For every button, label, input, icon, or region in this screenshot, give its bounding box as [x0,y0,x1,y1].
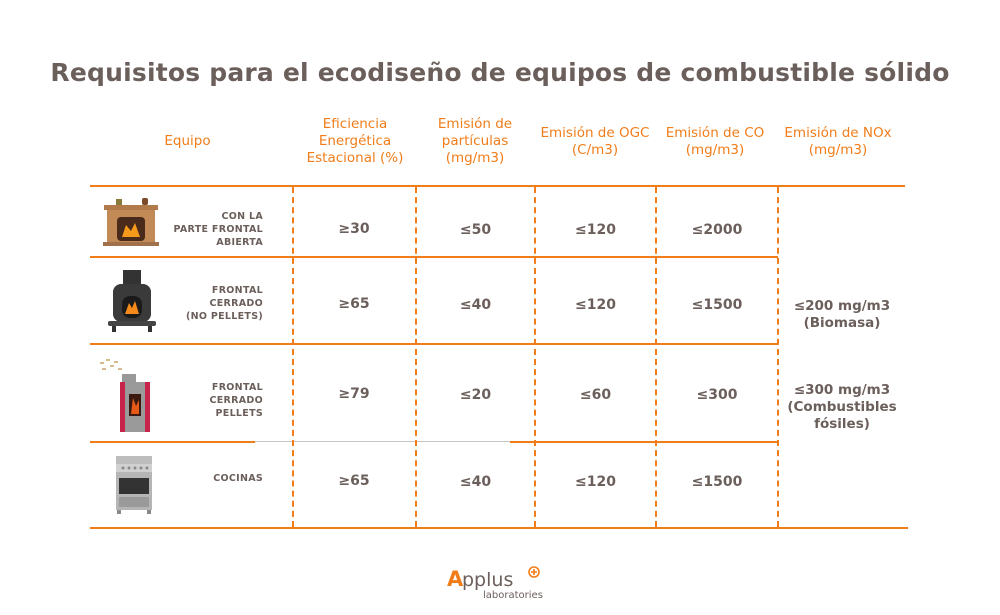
equipo-label: FRONTAL CERRADO PELLETS [160,381,263,420]
equipo-label: CON LA PARTE FRONTAL ABIERTA [160,210,263,249]
header-co-text: Emisión de CO (mg/m3) [665,125,765,158]
equipo-label: FRONTAL CERRADO (NO PELLETS) [160,284,263,323]
equipo-line: CON LA [221,211,263,222]
header-ogc: Emisión de OGC (C/m3) [530,125,660,159]
cell-eficiencia: ≥65 [338,296,370,312]
pellet-stove-icon [100,359,150,432]
header-particulas: Emisión de partículas (mg/m3) [425,116,525,167]
cell-ogc: ≤120 [575,222,616,238]
header-particulas-text: Emisión de partículas (mg/m3) [437,116,513,166]
cell-ogc: ≤120 [575,474,616,490]
fireplace-icon [103,198,159,246]
nox-fosiles-value: ≤300 mg/m3 [793,382,891,398]
cell-ogc: ≤60 [579,387,612,403]
applus-logo: A pplus laboratories [445,566,555,606]
equipo-line: PELLETS [215,408,263,419]
header-nox: Emisión de NOx (mg/m3) [778,125,898,159]
equipo-line: FRONTAL [211,285,263,296]
row-divider [90,256,778,258]
nox-fosiles-label: fósiles) [814,416,870,432]
equipo-line: COCINAS [213,473,263,484]
header-nox-text: Emisión de NOx (mg/m3) [784,125,892,158]
column-divider [415,187,417,527]
nox-fosiles: ≤300 mg/m3 (Combustibles fósiles) [777,382,907,433]
cell-eficiencia: ≥65 [338,473,370,489]
equipo-label: COCINAS [160,472,263,485]
nox-biomasa-value: ≤200 mg/m3 [793,298,891,314]
column-divider [292,187,294,527]
nox-biomasa-label: (Biomasa) [803,315,881,331]
row-divider [90,441,255,443]
equipo-line: PARTE FRONTAL [173,224,263,235]
cell-eficiencia: ≥30 [338,221,370,237]
column-divider [777,187,779,527]
equipo-line: (NO PELLETS) [186,311,263,322]
cell-co: ≤1500 [691,474,743,490]
row-divider [90,527,908,529]
header-equipo: Equipo [164,133,211,149]
cell-eficiencia: ≥79 [338,386,370,402]
equipo-line: ABIERTA [216,237,263,248]
cell-particulas: ≤20 [459,387,492,403]
header-co: Emisión de CO (mg/m3) [655,125,775,159]
row-divider [90,343,778,345]
svg-text:laboratories: laboratories [483,590,543,601]
equipo-line: FRONTAL [211,382,263,393]
equipo-line: CERRADO [209,395,263,406]
nox-fosiles-label: (Combustibles [787,399,897,415]
row-divider [255,441,510,442]
cell-particulas: ≤50 [459,222,492,238]
applus-logo-mark: A pplus laboratories [447,566,543,601]
column-divider [655,187,657,527]
cell-ogc: ≤120 [575,297,616,313]
header-eficiencia: Eficiencia Energética Estacional (%) [295,116,415,167]
cell-co: ≤300 [696,387,738,403]
nox-biomasa: ≤200 mg/m3 (Biomasa) [777,298,907,332]
row-divider [90,185,905,187]
cell-particulas: ≤40 [459,474,492,490]
wood-stove-icon [108,270,156,332]
row-divider [510,441,778,443]
svg-text:pplus: pplus [462,569,513,591]
header-eficiencia-text: Eficiencia Energética Estacional (%) [306,116,404,166]
page-title: Requisitos para el ecodiseño de equipos … [50,58,950,87]
cell-particulas: ≤40 [459,297,492,313]
cooker-icon [116,456,152,514]
svg-text:A: A [447,567,464,591]
header-ogc-text: Emisión de OGC (C/m3) [540,125,650,158]
cell-co: ≤2000 [691,222,743,238]
column-divider [534,187,536,527]
equipo-line: CERRADO [209,298,263,309]
cell-co: ≤1500 [691,297,743,313]
